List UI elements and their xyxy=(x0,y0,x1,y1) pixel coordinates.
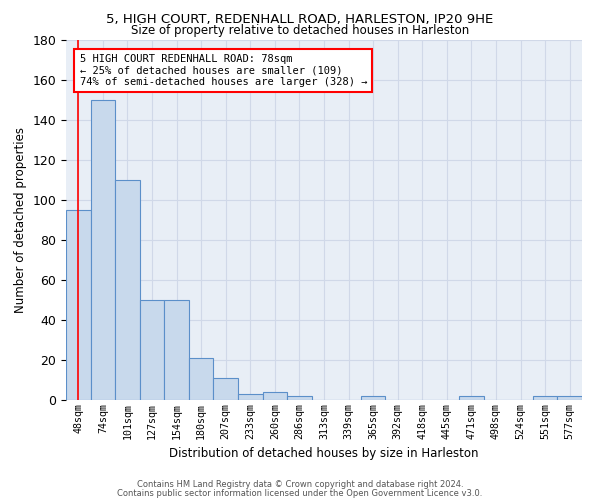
Text: Size of property relative to detached houses in Harleston: Size of property relative to detached ho… xyxy=(131,24,469,37)
Bar xyxy=(189,358,214,400)
Bar xyxy=(164,300,189,400)
Y-axis label: Number of detached properties: Number of detached properties xyxy=(14,127,27,313)
Bar xyxy=(557,396,582,400)
Bar xyxy=(361,396,385,400)
Bar xyxy=(115,180,140,400)
Text: 5 HIGH COURT REDENHALL ROAD: 78sqm
← 25% of detached houses are smaller (109)
74: 5 HIGH COURT REDENHALL ROAD: 78sqm ← 25%… xyxy=(80,54,367,87)
Bar xyxy=(287,396,312,400)
Bar xyxy=(459,396,484,400)
Bar xyxy=(91,100,115,400)
X-axis label: Distribution of detached houses by size in Harleston: Distribution of detached houses by size … xyxy=(169,447,479,460)
Bar xyxy=(238,394,263,400)
Text: Contains public sector information licensed under the Open Government Licence v3: Contains public sector information licen… xyxy=(118,488,482,498)
Bar xyxy=(263,392,287,400)
Text: Contains HM Land Registry data © Crown copyright and database right 2024.: Contains HM Land Registry data © Crown c… xyxy=(137,480,463,489)
Bar xyxy=(533,396,557,400)
Text: 5, HIGH COURT, REDENHALL ROAD, HARLESTON, IP20 9HE: 5, HIGH COURT, REDENHALL ROAD, HARLESTON… xyxy=(106,12,494,26)
Bar xyxy=(214,378,238,400)
Bar xyxy=(66,210,91,400)
Bar xyxy=(140,300,164,400)
